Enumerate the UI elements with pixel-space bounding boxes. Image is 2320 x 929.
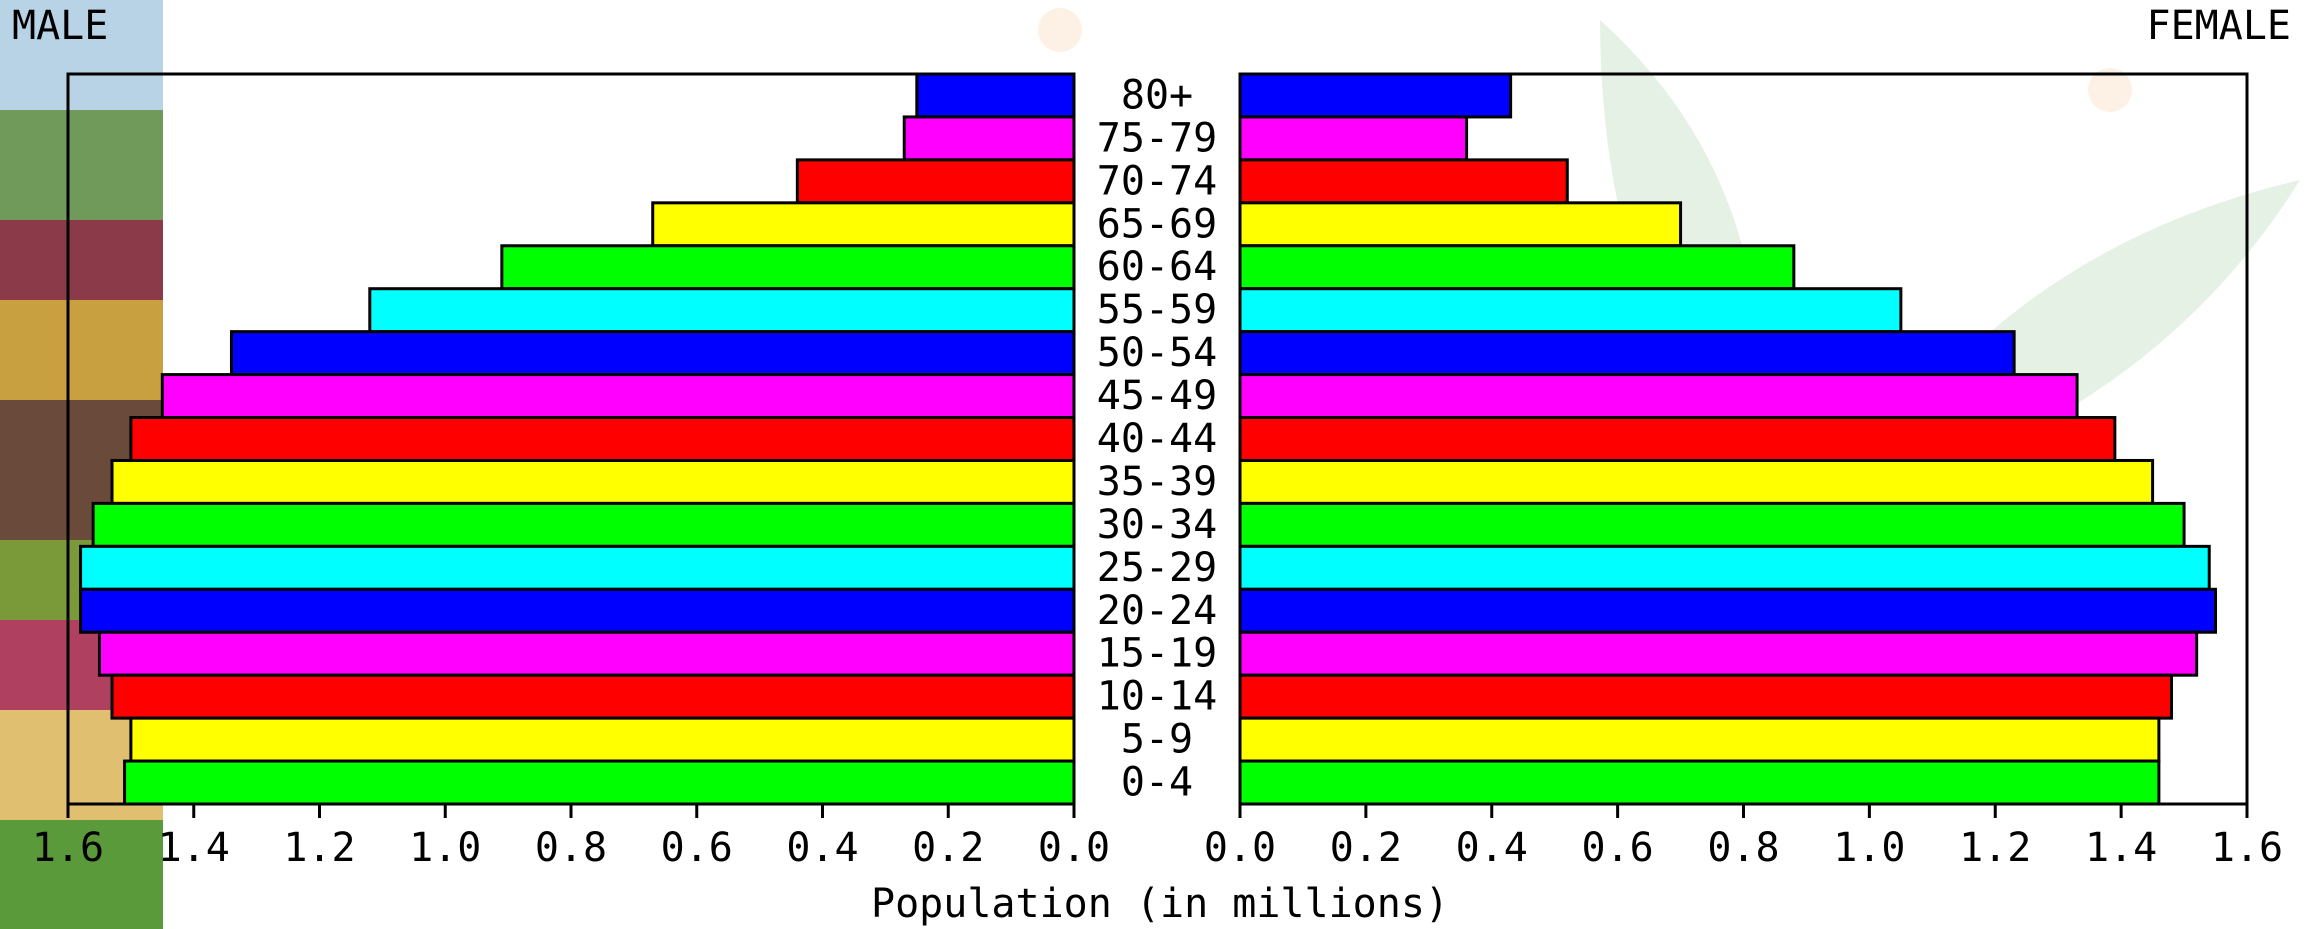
bar [902,115,1076,162]
bar [1238,244,1796,291]
category-label: 10-14 [1097,674,1217,720]
bar [1238,501,2186,548]
bar [368,287,1076,334]
bar [1238,630,2199,677]
bar [915,72,1076,119]
category-label: 25-29 [1097,545,1217,591]
male-label: MALE [12,3,108,49]
category-label: 80+ [1121,72,1193,118]
category-label: 70-74 [1097,158,1217,204]
bar [1238,716,2161,763]
category-label: 20-24 [1097,588,1217,634]
category-label: 55-59 [1097,287,1217,333]
bar [79,544,1076,591]
bar [1238,458,2155,505]
bar [97,630,1076,677]
bar [651,201,1076,248]
x-tick-label: 1.6 [2211,825,2283,871]
bar [129,716,1076,763]
bar [1238,72,1513,119]
category-label: 65-69 [1097,201,1217,247]
bar [123,759,1076,806]
bar [1238,416,2117,462]
x-tick-label: 0.6 [1582,825,1654,871]
bar [110,673,1076,720]
bar [1238,115,1469,162]
bar [1238,158,1569,205]
bar [1238,330,2016,377]
bar [1238,587,2218,634]
category-label: 5-9 [1121,717,1193,763]
category-label: 60-64 [1097,244,1217,290]
bar [1238,373,2079,420]
bar [500,244,1076,291]
x-tick-label: 0.2 [1330,825,1402,871]
x-tick-label: 1.2 [1959,825,2031,871]
x-tick-label: 1.4 [158,825,230,871]
bar [160,373,1076,420]
x-tick-label: 0.8 [1707,825,1779,871]
x-tick-label: 1.4 [2085,825,2157,871]
female-label: FEMALE [2147,3,2292,49]
bar [1238,759,2161,806]
category-label: 45-49 [1097,373,1217,419]
bar [110,458,1076,505]
bar [795,158,1076,205]
x-tick-label: 0.4 [1456,825,1528,871]
x-tick-label: 0.0 [1038,825,1110,871]
bar [1238,544,2211,591]
x-tick-label: 0.8 [535,825,607,871]
category-label: 50-54 [1097,330,1217,376]
category-label: 30-34 [1097,502,1217,548]
bar [129,416,1076,462]
x-tick-label: 1.6 [32,825,104,871]
x-tick-label: 0.0 [1204,825,1276,871]
x-tick-label: 0.2 [912,825,984,871]
category-label: 35-39 [1097,459,1217,505]
category-label: 0-4 [1121,760,1193,806]
category-label: 75-79 [1097,115,1217,161]
bar [91,501,1076,548]
x-tick-label: 0.6 [661,825,733,871]
x-tick-label: 0.4 [786,825,858,871]
bar [229,330,1076,377]
x-tick-label: 1.0 [1833,825,1905,871]
category-label: 15-19 [1097,631,1217,677]
category-label: 40-44 [1097,416,1217,462]
bar [1238,287,1903,334]
x-tick-label: 1.2 [283,825,355,871]
bar [1238,201,1683,248]
x-axis-label: Population (in millions) [871,881,1449,927]
bar [1238,673,2173,720]
bar [79,587,1076,634]
x-tick-label: 1.0 [409,825,481,871]
